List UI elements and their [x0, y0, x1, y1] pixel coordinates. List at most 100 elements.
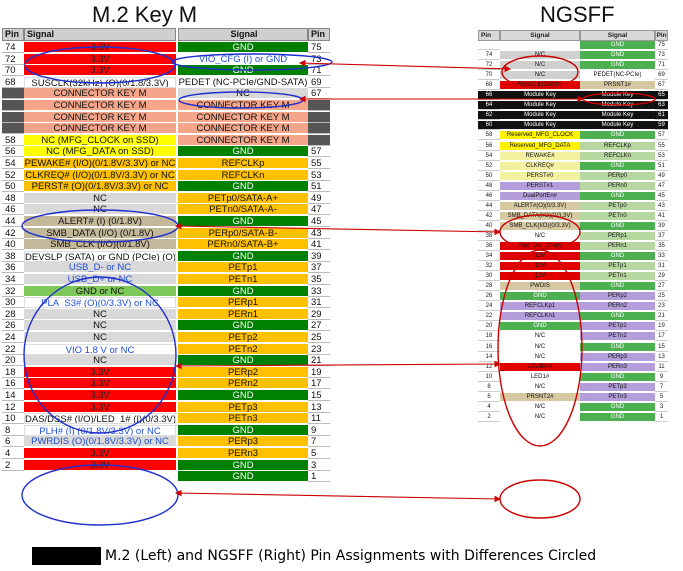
m2-signal-cell: PETn1	[178, 274, 308, 285]
ngsff-pin-number: 16	[478, 342, 500, 352]
m2-pin-number: 1	[308, 471, 330, 483]
m2-signal-cell: PETp3	[178, 401, 308, 413]
ngsff-pin-number: 65	[655, 91, 668, 101]
ngsff-pin-number: 39	[655, 221, 668, 231]
ngsff-signal-cell: N/C	[500, 231, 580, 241]
m2-pin-number: 9	[308, 424, 330, 436]
m2-signal-cell: 3.3V	[24, 448, 176, 459]
ngsff-signal-cell: REFCLKn1	[500, 312, 580, 322]
m2-title: M.2 Key M	[92, 2, 198, 27]
ngsff-pin-number: 15	[655, 342, 668, 352]
m2-pin-number	[2, 100, 24, 111]
m2-signal-cell: 3.3V	[24, 53, 176, 65]
ngsff-signal-cell: PERn0	[580, 181, 655, 191]
ngsff-pin-number: 55	[655, 141, 668, 151]
m2-pin-number: 10	[2, 413, 24, 425]
m2-signal-cell: 3.3V	[24, 366, 176, 378]
ngsff-signal-cell: GND	[580, 412, 655, 422]
ngsff-pin-number: 11	[655, 362, 668, 372]
ngsff-signal-cell: GND	[580, 161, 655, 171]
ngsff-signal-cell: PETn1	[580, 272, 655, 282]
m2-signal-cell: GND	[178, 390, 308, 401]
ngsff-signal-cell: PERST#1	[500, 181, 580, 191]
m2-pin-number: 71	[308, 65, 330, 77]
ngsff-signal-cell: GND	[580, 131, 655, 141]
ngsff-pin-number: 58	[478, 131, 500, 141]
m2-signal-cell: PETn3	[178, 413, 308, 425]
ngsff-header-signal-left: Signal	[500, 30, 580, 41]
ngsff-signal-cell: PETp1	[580, 262, 655, 272]
m2-signal-cell: PERp2	[178, 366, 308, 378]
m2-signal-cell: GND	[178, 285, 308, 297]
m2-pin-number: 50	[2, 181, 24, 193]
ngsff-signal-cell: PETn3	[580, 392, 655, 402]
m2-pin-number: 46	[2, 204, 24, 216]
m2-pin-number: 8	[2, 424, 24, 436]
ngsff-signal-cell: PETn0	[580, 211, 655, 221]
ngsff-signal-cell: GND	[580, 41, 655, 50]
m2-signal-cell: CONNECTOR KEY M	[24, 123, 176, 135]
ngsff-pin-number: 47	[655, 181, 668, 191]
ngsff-pin-number: 57	[655, 131, 668, 141]
m2-signal-cell: NC	[24, 320, 176, 332]
ngsff-signal-cell: Module Key	[500, 121, 580, 131]
ngsff-pin-number: 48	[478, 181, 500, 191]
ngsff-signal-cell: REFCLKp1	[500, 302, 580, 312]
m2-pin-number: 13	[308, 401, 330, 413]
m2-pin-number: 23	[308, 343, 330, 355]
m2-pin-number: 56	[2, 146, 24, 158]
ngsff-signal-cell: REFCLKn	[580, 151, 655, 161]
ngsff-pin-number: 59	[655, 121, 668, 131]
m2-signal-cell: NC	[24, 204, 176, 216]
m2-signal-cell: CONNECTOR KEY M	[24, 111, 176, 123]
ngsff-signal-cell: Module Key	[500, 91, 580, 101]
ngsff-signal-cell: N/C	[500, 352, 580, 362]
ngsff-pin-number: 5	[655, 392, 668, 402]
ngsff-signal-cell: GND	[580, 252, 655, 262]
m2-signal-cell: CONNECTOR KEY M	[178, 100, 308, 111]
ngsff-pin-number: 32	[478, 262, 500, 272]
ngsff-signal-cell: GND	[580, 402, 655, 412]
ngsff-pin-number: 49	[655, 171, 668, 181]
m2-signal-cell: CONNECTOR KEY M	[178, 111, 308, 123]
m2-signal-cell: PETn0/SATA-A-	[178, 204, 308, 216]
ngsff-signal-cell: GND	[580, 221, 655, 231]
ngsff-signal-cell: Reserved_MFG_DATA	[500, 141, 580, 151]
m2-pin-number: 67	[308, 88, 330, 100]
ngsff-pin-number: 7	[655, 382, 668, 392]
m2-signal-cell: USB_D+ or NC	[24, 274, 176, 285]
m2-signal-cell: GND	[178, 471, 308, 483]
ngsff-pin-number: 46	[478, 191, 500, 201]
ngsff-pin-number: 56	[478, 141, 500, 151]
m2-pin-number: 73	[308, 53, 330, 65]
ngsff-signal-cell: PWDIS	[500, 282, 580, 292]
m2-signal-cell: CONNECTOR KEY M	[24, 100, 176, 111]
m2-pin-number: 34	[2, 274, 24, 285]
m2-signal-cell: 3.3V	[24, 42, 176, 53]
m2-pin-number	[308, 123, 330, 135]
ngsff-signal-cell: GND	[580, 342, 655, 352]
ngsff-title: NGSFF	[540, 2, 615, 27]
m2-signal-cell: SMB_CLK (I/O)(0/1.8V)	[24, 239, 176, 251]
ngsff-pin-number: 68	[478, 81, 500, 91]
ngsff-signal-cell: GND	[580, 61, 655, 71]
m2-pin-number: 58	[2, 134, 24, 146]
ngsff-signal-cell: CLKREQ#	[500, 161, 580, 171]
ngsff-pin-number: 29	[655, 272, 668, 282]
m2-signal-cell: PLH# (I) (0/1.8V/3.3V) or NC	[24, 424, 176, 436]
ngsff-pin-number: 51	[655, 161, 668, 171]
m2-pin-number: 11	[308, 413, 330, 425]
ngsff-pin-number: 34	[478, 252, 500, 262]
ngsff-signal-cell: PETp0	[580, 201, 655, 211]
ngsff-signal-cell: N/C	[500, 382, 580, 392]
ngsff-pin-number: 25	[655, 292, 668, 302]
ngsff-signal-cell: PERp2	[580, 292, 655, 302]
ngsff-signal-cell: Module Key	[580, 91, 655, 101]
ngsff-signal-cell	[500, 41, 580, 50]
ngsff-signal-cell: Pwr_Dis_Charg	[500, 242, 580, 251]
ngsff-signal-cell: N/C	[500, 412, 580, 422]
m2-signal-cell: GND	[178, 424, 308, 436]
m2-signal-cell: CONNECTOR KEY M	[178, 134, 308, 146]
m2-pin-number	[2, 88, 24, 100]
ngsff-signal-cell: N/C	[500, 332, 580, 342]
